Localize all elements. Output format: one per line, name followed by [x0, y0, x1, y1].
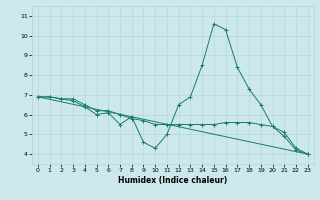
X-axis label: Humidex (Indice chaleur): Humidex (Indice chaleur)	[118, 176, 228, 185]
